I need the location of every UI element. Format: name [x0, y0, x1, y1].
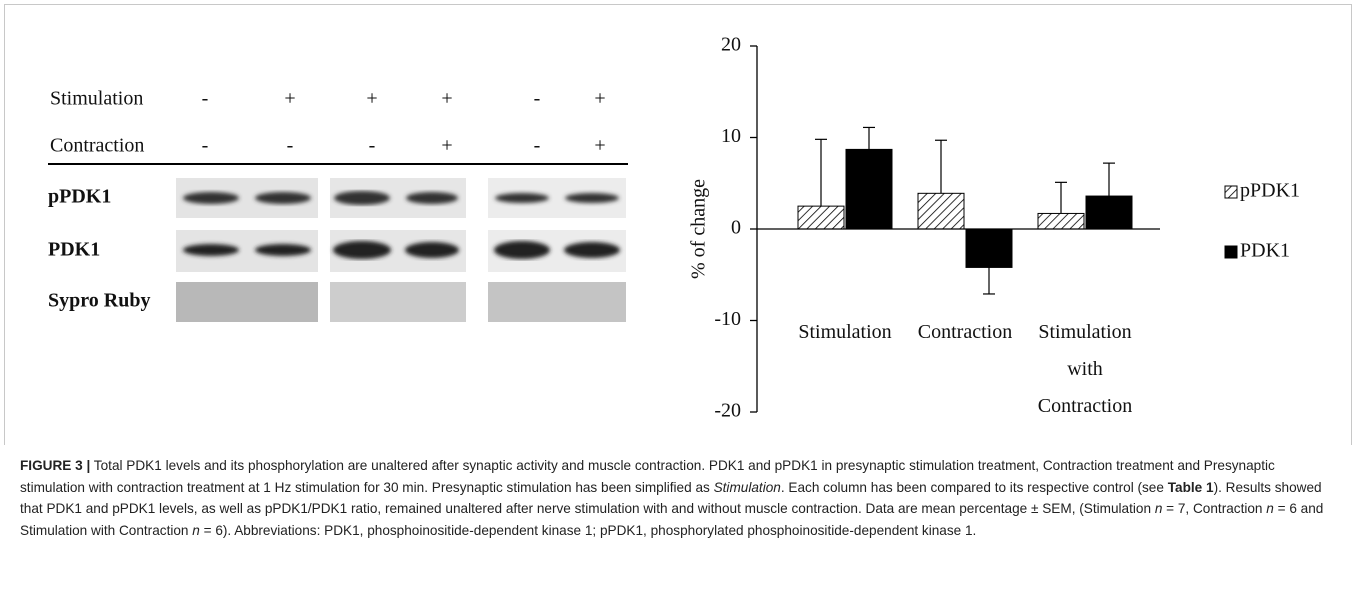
- page: {"blot": { "conditions": [ {"label": "St…: [0, 0, 1356, 598]
- condition-sign: -: [534, 88, 541, 110]
- caption-text: n: [192, 523, 200, 538]
- y-tick-label: -10: [714, 308, 741, 330]
- y-tick-label: 0: [731, 217, 741, 239]
- blot-row-label: pPDK1: [48, 186, 111, 208]
- legend-label: PDK1: [1240, 240, 1290, 262]
- legend-label: pPDK1: [1240, 180, 1300, 202]
- y-axis-label: % of change: [688, 179, 710, 279]
- y-tick-label: 10: [721, 125, 741, 147]
- blot-row-label: Sypro Ruby: [48, 290, 150, 312]
- condition-label: Contraction: [50, 135, 144, 157]
- caption-label: FIGURE 3 |: [20, 458, 90, 473]
- condition-sign: +: [594, 88, 605, 110]
- condition-sign: -: [534, 135, 541, 157]
- bar: [846, 149, 892, 229]
- condition-sign: +: [441, 135, 452, 157]
- caption-text: Stimulation: [714, 480, 781, 495]
- blot-row-label: PDK1: [48, 239, 100, 261]
- condition-label: Stimulation: [50, 88, 143, 110]
- bar: [798, 206, 844, 229]
- caption-text: = 7, Contraction: [1162, 501, 1266, 516]
- x-tick-label: Stimulation: [782, 314, 908, 351]
- x-tick-label: Contraction: [902, 314, 1028, 351]
- figure: Stimulation - + + + - + Contraction - - - + - + pPDK1 P…: [0, 0, 1356, 450]
- bar: [1038, 213, 1084, 229]
- bar: [1086, 196, 1132, 229]
- y-tick-label: -20: [714, 400, 741, 422]
- legend-swatch: [1225, 186, 1237, 198]
- condition-sign: -: [287, 135, 294, 157]
- condition-sign: +: [594, 135, 605, 157]
- caption-text: . Each column has been compared to its r…: [781, 480, 1168, 495]
- bar: [966, 229, 1012, 267]
- caption: FIGURE 3 | Total PDK1 levels and its pho…: [20, 455, 1340, 541]
- caption-text: = 6). Abbreviations: PDK1, phosphoinosit…: [200, 523, 977, 538]
- x-tick-label: Stimulation with Contraction: [1022, 314, 1148, 425]
- condition-sign: +: [366, 88, 377, 110]
- condition-sign: -: [202, 135, 209, 157]
- condition-sign: +: [284, 88, 295, 110]
- figure-graphics: Stimulation - + + + - + Contraction - - - + - + pPDK1 P…: [0, 0, 1356, 450]
- legend-swatch: [1225, 246, 1237, 258]
- y-tick-label: 20: [721, 34, 741, 56]
- condition-sign: -: [202, 88, 209, 110]
- bar: [918, 193, 964, 229]
- blot-image: [176, 178, 626, 322]
- condition-sign: +: [441, 88, 452, 110]
- caption-ref: Table 1: [1168, 480, 1214, 495]
- caption-text: n: [1266, 501, 1274, 516]
- condition-sign: -: [369, 135, 376, 157]
